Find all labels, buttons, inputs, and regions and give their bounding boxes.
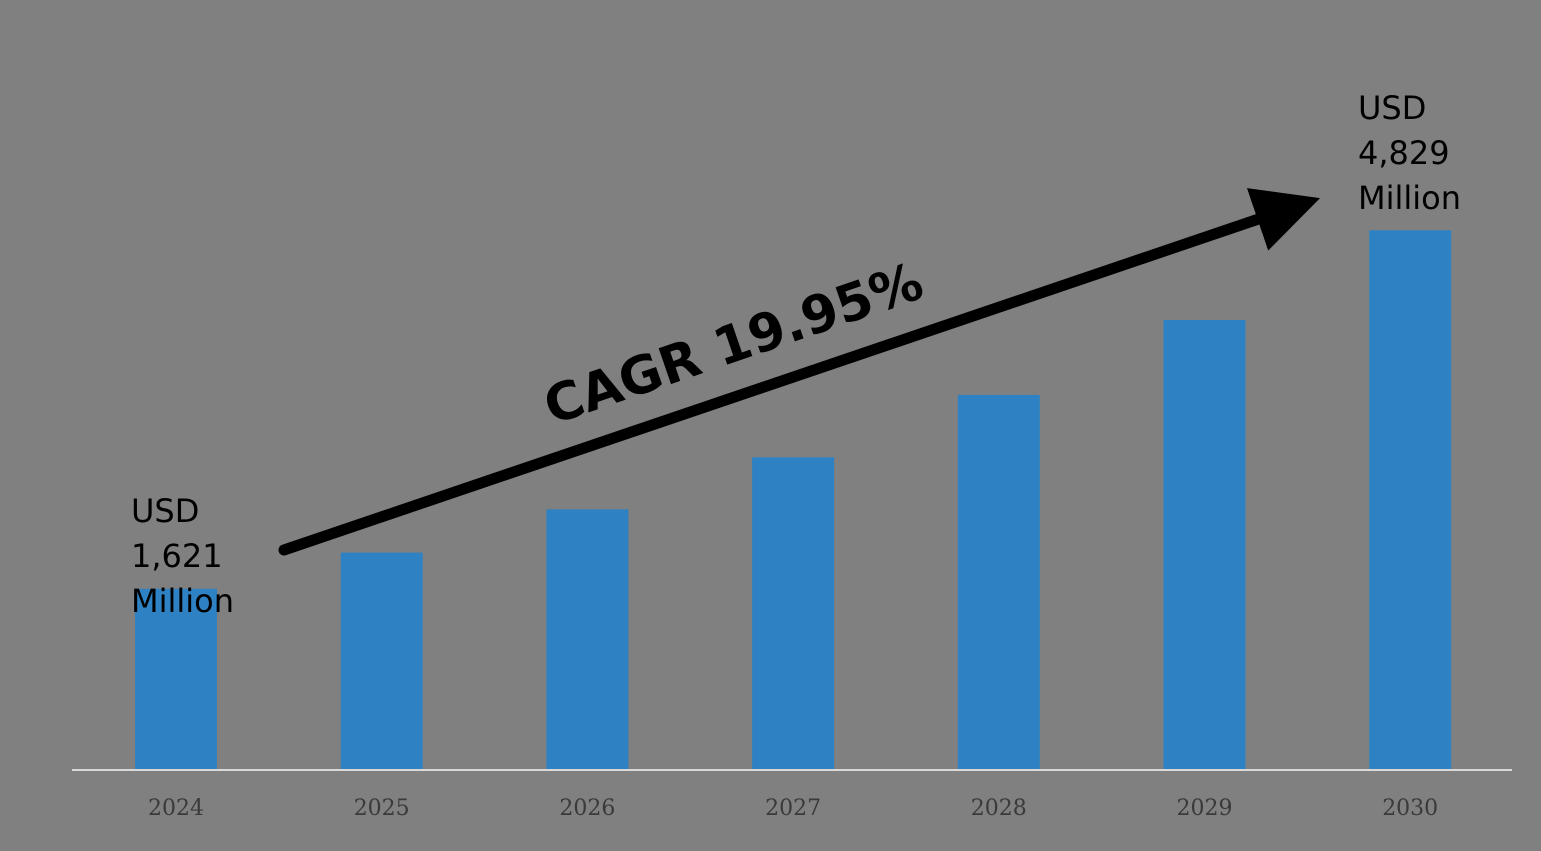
bar-2025 [340, 552, 423, 770]
end-annotation-line-1: USD [1358, 89, 1426, 127]
end-annotation-line-2: 4,829 [1358, 134, 1450, 172]
bar-2030 [1369, 230, 1452, 771]
cagr-arrow [278, 188, 1321, 556]
bar-2024 [135, 588, 217, 770]
bar-2028 [957, 394, 1040, 770]
bars [135, 230, 1452, 771]
end-annotation-line-3: Million [1358, 179, 1461, 217]
x-tick-label-2024: 2024 [148, 796, 204, 821]
start-annotation-line-3: Million [131, 582, 234, 620]
x-tick-label-2030: 2030 [1382, 796, 1438, 821]
start-annotation-line-2: 1,621 [131, 537, 223, 575]
x-tick-label-2027: 2027 [765, 796, 821, 821]
start-value-annotation: USD 1,621 Million [131, 492, 234, 620]
bar-2029 [1163, 320, 1246, 770]
x-tick-label-2026: 2026 [559, 796, 615, 821]
bar-2027 [752, 457, 835, 770]
x-tick-label-2029: 2029 [1177, 796, 1233, 821]
x-tick-label-2025: 2025 [354, 796, 410, 821]
bar-2026 [546, 509, 629, 770]
cagr-label: CAGR 19.95% [537, 252, 931, 438]
x-axis-ticks: 2024 2025 2026 2027 2028 2029 2030 [148, 796, 1438, 821]
end-value-annotation: USD 4,829 Million [1358, 89, 1461, 217]
x-tick-label-2028: 2028 [971, 796, 1027, 821]
start-annotation-line-1: USD [131, 492, 199, 530]
